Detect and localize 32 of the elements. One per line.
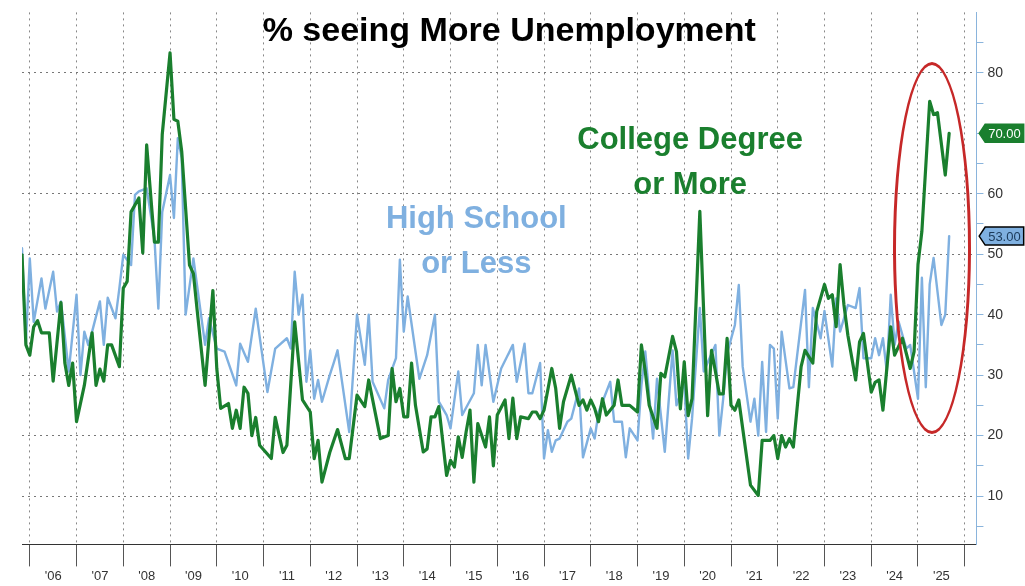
x-tick-label: '23 <box>839 567 857 583</box>
x-tick-label: '13 <box>371 567 389 583</box>
y-tick-label: 20 <box>987 426 1004 443</box>
x-tick-label: '08 <box>138 567 156 583</box>
y-tick-label: 80 <box>987 63 1004 80</box>
x-tick-label: '22 <box>792 567 810 583</box>
x-tick-label: '09 <box>184 567 202 583</box>
y-tick-label: 60 <box>987 184 1004 201</box>
y-tick-label: 30 <box>987 365 1004 382</box>
x-tick-label: '12 <box>325 567 343 583</box>
annotation: 53.00 <box>988 228 1021 244</box>
x-tick-label: '24 <box>886 567 904 583</box>
x-tick-label: '10 <box>231 567 249 583</box>
x-tick-label: '18 <box>605 567 623 583</box>
x-tick-label: '17 <box>558 567 576 583</box>
x-tick-label: '20 <box>699 567 717 583</box>
x-tick-label: '06 <box>44 567 62 583</box>
x-tick-label: '07 <box>91 567 109 583</box>
x-tick-label: '15 <box>465 567 483 583</box>
x-tick-label: '11 <box>278 567 295 583</box>
x-tick-label: '19 <box>652 567 670 583</box>
x-tick-label: '21 <box>745 567 763 583</box>
y-tick-label: 40 <box>987 305 1004 322</box>
x-tick-label: '25 <box>932 567 950 583</box>
chart-title: % seeing More Unemployment <box>262 10 756 49</box>
y-tick-label: 10 <box>987 486 1004 503</box>
annotation: 70.00 <box>988 125 1021 141</box>
series-label: High School or Less <box>385 200 567 281</box>
series-label: College Degree or More <box>577 120 803 201</box>
y-tick-label: 50 <box>987 245 1004 262</box>
x-tick-label: '16 <box>512 567 530 583</box>
x-tick-label: '14 <box>418 567 436 583</box>
